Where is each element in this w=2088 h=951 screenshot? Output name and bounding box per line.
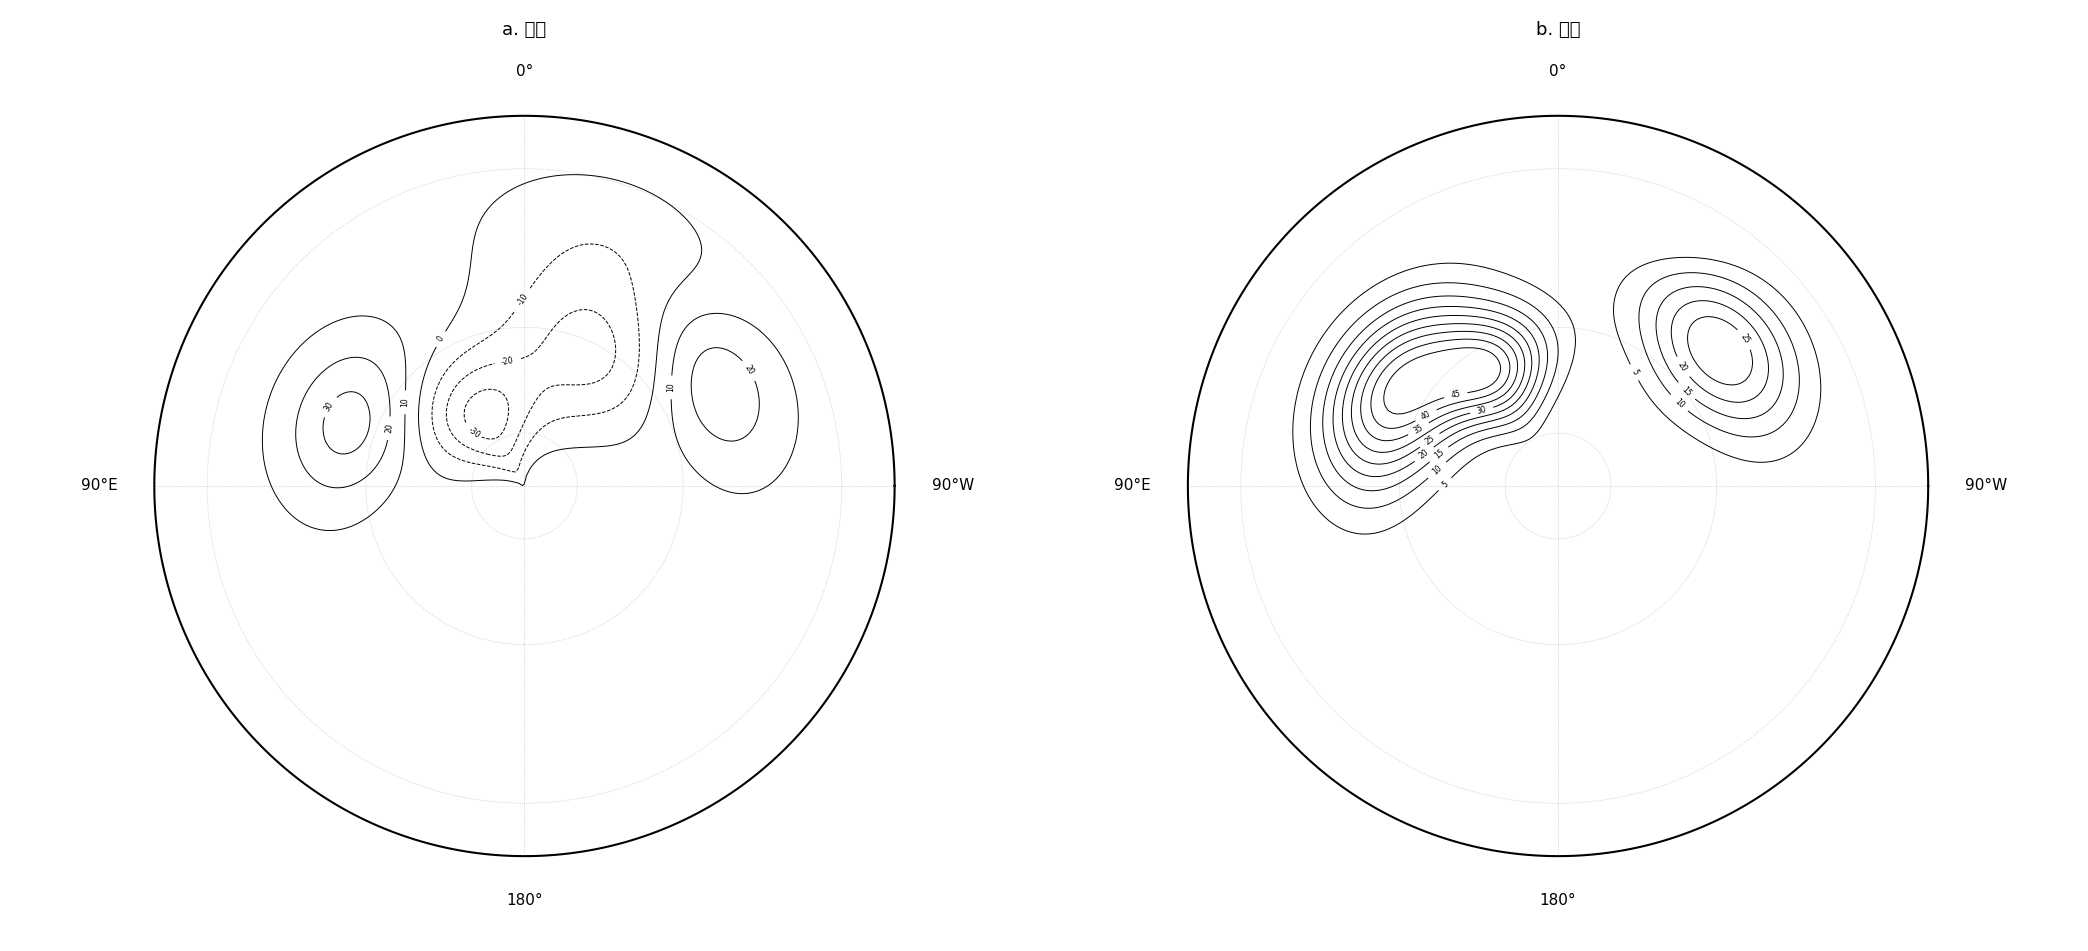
Text: 25: 25 (1739, 333, 1752, 345)
Text: 0°: 0° (1549, 64, 1566, 79)
Text: 10: 10 (1430, 463, 1443, 476)
Text: -20: -20 (501, 356, 514, 366)
Text: 30: 30 (324, 400, 336, 413)
Text: 90°E: 90°E (81, 478, 117, 494)
Text: 180°: 180° (1539, 893, 1576, 908)
Text: 20: 20 (1677, 360, 1689, 374)
Text: 5: 5 (1441, 479, 1449, 489)
Text: 40: 40 (1420, 409, 1432, 421)
Text: 30: 30 (1476, 405, 1487, 416)
Text: 0: 0 (436, 335, 447, 343)
Title: b. 暖冬: b. 暖冬 (1537, 21, 1581, 39)
Text: 5: 5 (1629, 368, 1639, 377)
Text: 35: 35 (1411, 422, 1424, 436)
Text: 90°W: 90°W (1965, 478, 2007, 494)
Text: 90°E: 90°E (1115, 478, 1150, 494)
Text: 10: 10 (1672, 397, 1685, 410)
Text: 15: 15 (1432, 448, 1445, 461)
Title: a. 冷冬: a. 冷冬 (503, 21, 547, 39)
Text: 20: 20 (743, 364, 756, 377)
Text: 0°: 0° (516, 64, 532, 79)
Text: -30: -30 (466, 426, 482, 440)
Text: 45: 45 (1449, 389, 1462, 400)
Text: 15: 15 (1679, 384, 1693, 398)
Text: 90°W: 90°W (931, 478, 973, 494)
Text: 20: 20 (384, 423, 395, 434)
Text: 10: 10 (666, 382, 677, 393)
Text: 180°: 180° (505, 893, 543, 908)
Text: 25: 25 (1424, 434, 1437, 447)
Text: 20: 20 (1418, 448, 1430, 461)
Text: 10: 10 (401, 398, 409, 407)
Text: -10: -10 (516, 292, 530, 307)
